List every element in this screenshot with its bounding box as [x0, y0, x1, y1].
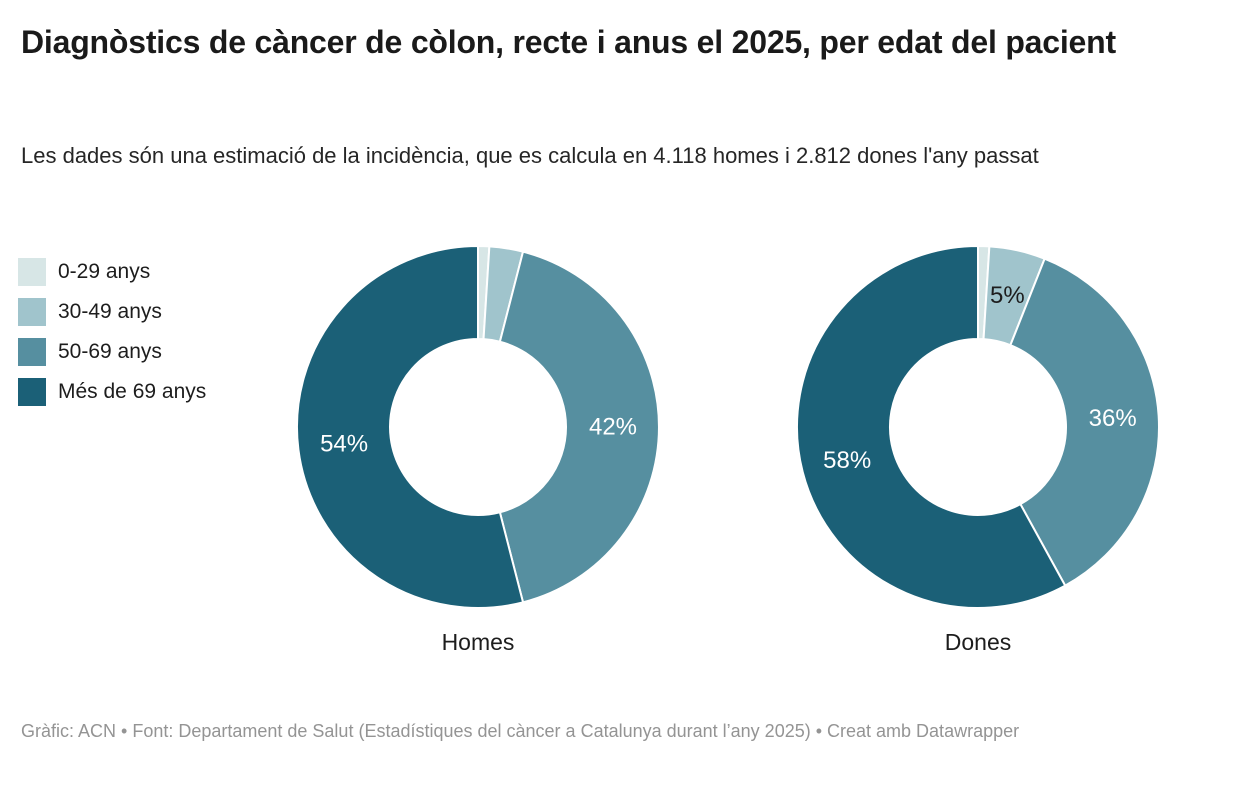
legend-item-0-29: 0-29 anys: [18, 258, 206, 286]
slice-label-dones-1: 5%: [990, 282, 1025, 309]
legend-item-30-49: 30-49 anys: [18, 298, 206, 326]
donut-chart-homes: 42% 54%: [296, 245, 660, 609]
slice-label-dones-2: 36%: [1089, 405, 1137, 432]
legend-label-over-69: Més de 69 anys: [58, 380, 207, 403]
chart-subtitle: Les dades són una estimació de la incidè…: [21, 143, 1039, 168]
legend-item-over-69: Més de 69 anys: [18, 378, 206, 406]
slice-label-homes-2: 42%: [589, 414, 637, 441]
donut-slice-dones-2: [1009, 257, 1160, 587]
footer-credit: Gràfic: ACN • Font: Departament de Salut…: [21, 721, 1020, 741]
donut-title-homes: Homes: [441, 629, 515, 655]
donut-slice-dones-3: [796, 245, 1067, 609]
legend-swatch-50-69: [18, 338, 46, 366]
slice-label-dones-3: 58%: [823, 447, 871, 474]
legend-swatch-30-49: [18, 298, 46, 326]
legend-item-50-69: 50-69 anys: [18, 338, 206, 366]
donut-slice-homes-3: [296, 245, 525, 609]
donut-slice-homes-2: [498, 250, 660, 604]
legend-label-50-69: 50-69 anys: [58, 340, 162, 363]
legend-label-0-29: 0-29 anys: [58, 260, 151, 283]
chart-header: Diagnòstics de càncer de còlon, recte i …: [21, 22, 1116, 62]
slice-label-homes-3: 54%: [320, 430, 368, 457]
chart-title: Diagnòstics de càncer de còlon, recte i …: [21, 24, 1116, 60]
legend-swatch-0-29: [18, 258, 46, 286]
donut-chart-dones: 5% 36% 58%: [796, 245, 1160, 609]
donut-title-dones: Dones: [944, 629, 1012, 655]
legend-swatch-over-69: [18, 378, 46, 406]
legend-label-30-49: 30-49 anys: [58, 300, 162, 323]
legend: 0-29 anys 30-49 anys 50-69 anys Més de 6…: [18, 258, 206, 418]
